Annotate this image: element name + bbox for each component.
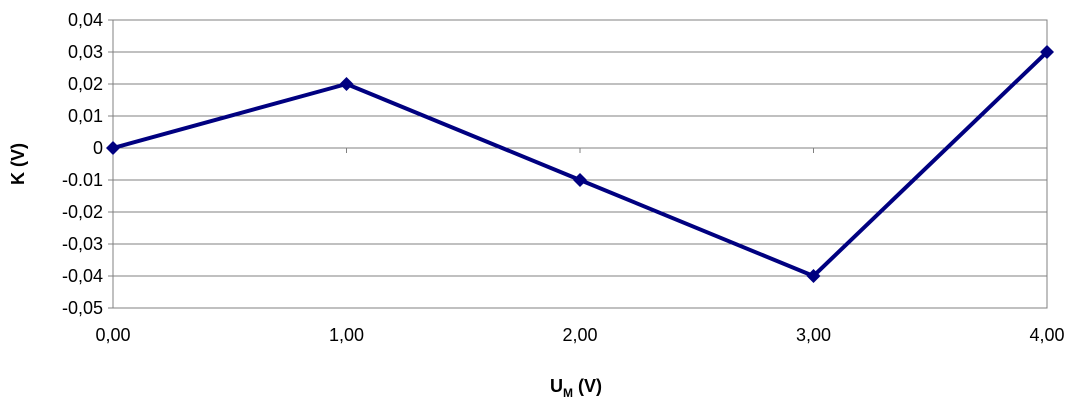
y-tick-label: -0,04	[62, 266, 103, 286]
y-tick-label: 0,02	[68, 74, 103, 94]
x-tick-label: 2,00	[562, 325, 597, 345]
y-tick-label: -0,05	[62, 298, 103, 318]
series-line-group	[106, 45, 1054, 283]
x-tick-label: 3,00	[796, 325, 831, 345]
y-tick-label: -0,02	[62, 202, 103, 222]
data-point-marker	[1040, 45, 1054, 59]
x-tick-label: 0,00	[95, 325, 130, 345]
data-point-marker	[806, 269, 821, 283]
data-point-marker	[106, 141, 120, 155]
y-tick-label: 0,03	[68, 42, 103, 62]
data-point-marker	[573, 173, 587, 187]
y-tick-label: 0,01	[68, 106, 103, 126]
y-tick-label: -0,03	[62, 234, 103, 254]
plot-area-border	[112, 19, 1048, 309]
gridlines	[108, 19, 1048, 309]
x-axis-title-main: U	[550, 376, 563, 396]
y-tick-labels: 0,04 0,03 0,02 0,01 0 -0.01 -0,02 -0,03 -0,04 -0,…	[62, 10, 103, 318]
data-point-marker	[339, 77, 354, 91]
x-tick-label: 4,00	[1029, 325, 1064, 345]
y-tick-label: 0,04	[68, 10, 103, 30]
x-axis-title-subscript: M	[563, 386, 573, 400]
x-tick-label: 1,00	[329, 325, 364, 345]
y-tick-label: 0	[93, 138, 103, 158]
x-tick-labels: 0,00 1,00 2,00 3,00 4,00	[95, 325, 1064, 345]
x-axis-title-unit: (V)	[573, 376, 602, 396]
series-line	[112, 50, 1049, 278]
y-tick-label: -0.01	[62, 170, 103, 190]
x-axis-title: UM (V)	[550, 376, 602, 400]
y-axis-title: K (V)	[8, 143, 28, 185]
